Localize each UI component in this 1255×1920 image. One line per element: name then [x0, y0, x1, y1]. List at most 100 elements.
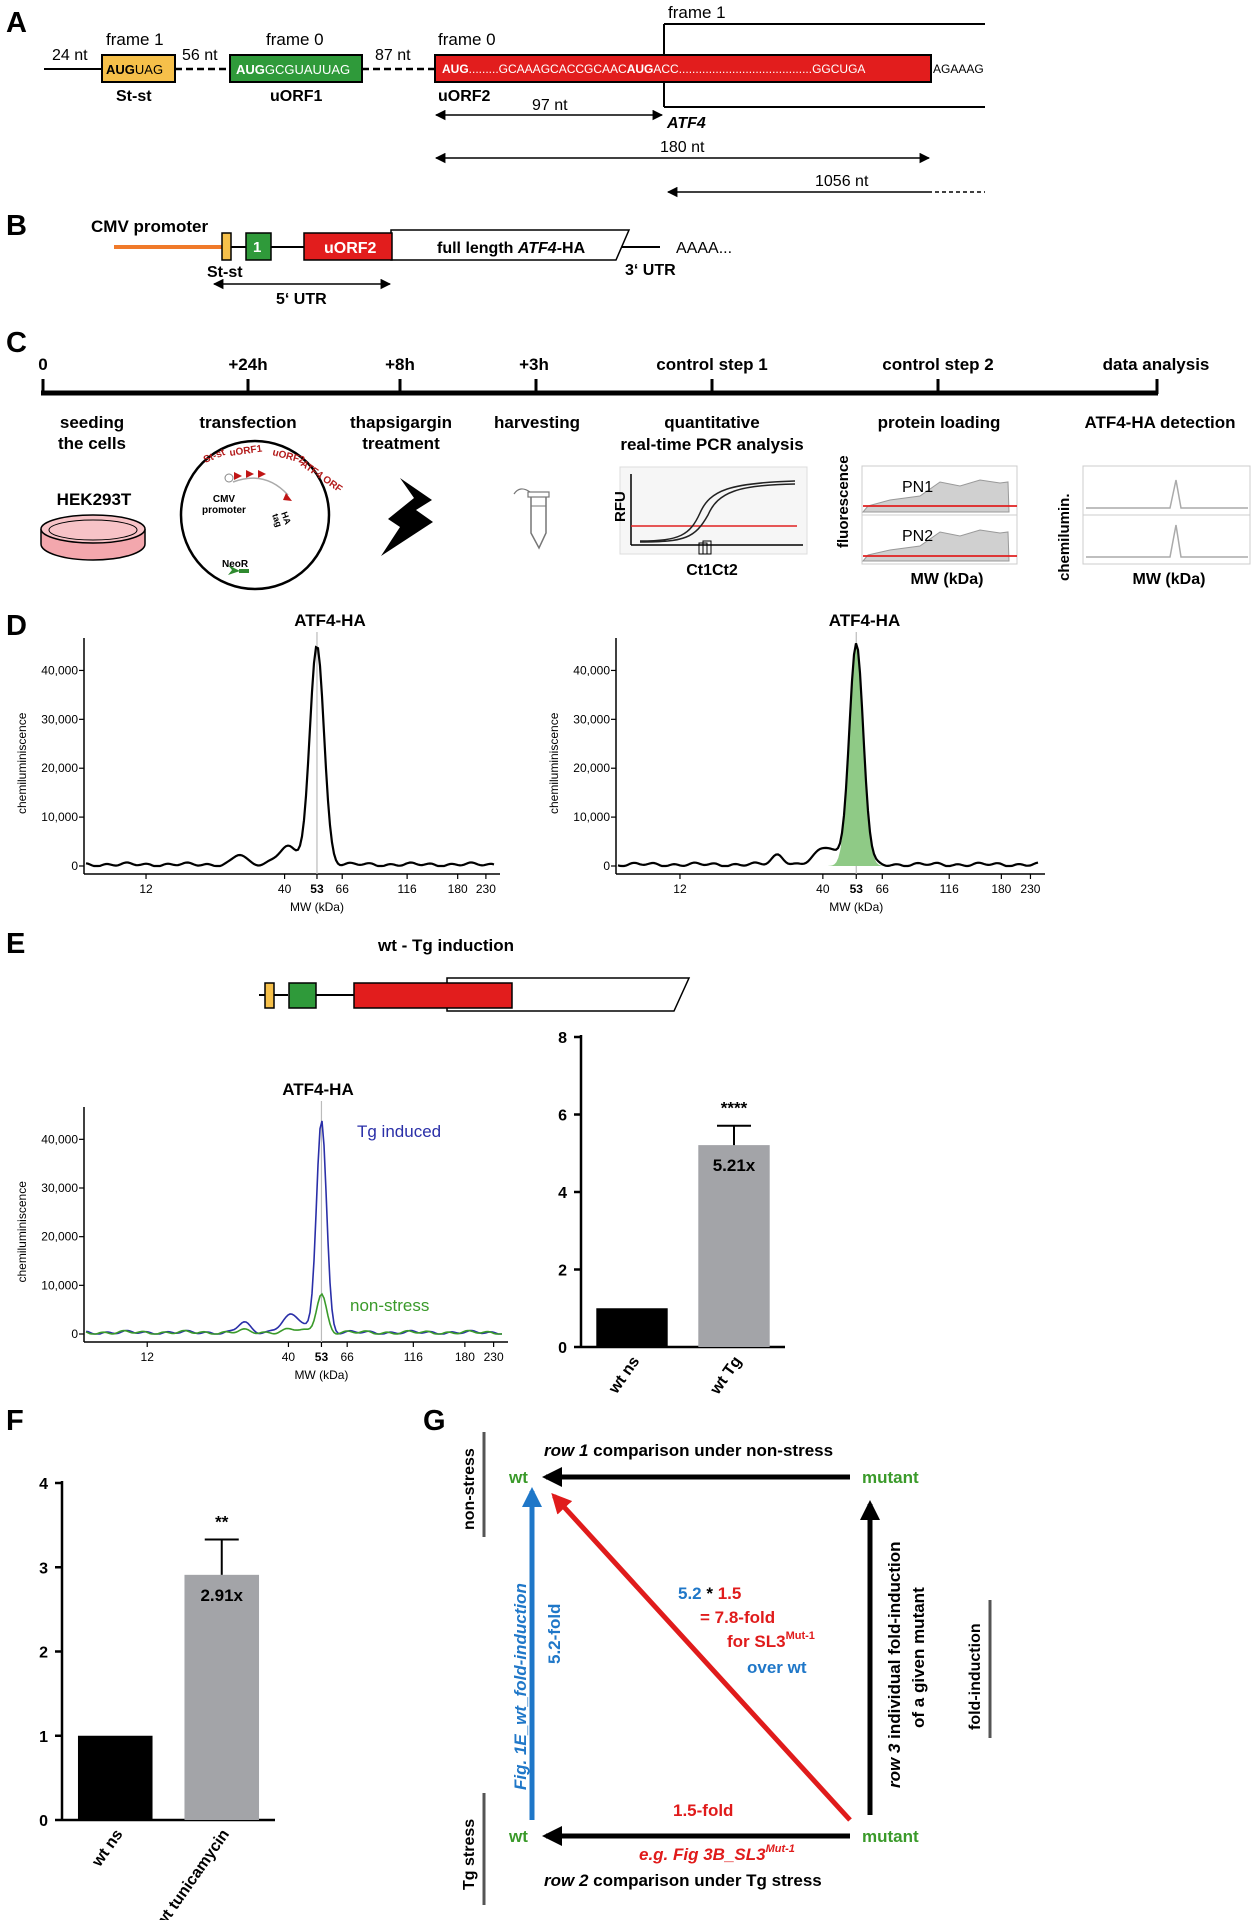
len-97: 97 nt: [532, 97, 568, 114]
x-axis-label: MW (kDa): [290, 900, 344, 914]
bar: [698, 1145, 770, 1347]
plasmid-promoter: promoter: [202, 505, 246, 516]
mutant-bottom: mutant: [862, 1827, 919, 1846]
b-uorf2-label: uORF2: [324, 240, 377, 257]
category-label: wt tunicamycin: [152, 1827, 233, 1920]
step-seeding-1: seeding: [60, 413, 124, 432]
panel-f-label: F: [6, 1405, 24, 1437]
y-axis-label: chemiluminiscence: [547, 712, 561, 814]
b-uorf2-box: [303, 232, 393, 261]
bar-y-tick-label: 8: [558, 1030, 567, 1047]
x-tick-label: 12: [673, 882, 687, 896]
x-tick-label: 116: [940, 882, 959, 896]
bar-chart-f: 0 1 2 3 4 wt ns ** 2.91x wt tunicamycin: [39, 1476, 275, 1920]
panel-a-label: A: [6, 7, 27, 39]
time-8h: +8h: [385, 355, 415, 374]
panel-c-label: C: [6, 327, 27, 359]
x-tick-label: 66: [876, 882, 890, 896]
atf4-label: ATF4: [666, 115, 706, 132]
step-thapsigargin-2: treatment: [362, 434, 440, 453]
y-tick-label: 30,000: [41, 1181, 78, 1195]
gap-87nt: 87 nt: [375, 47, 411, 64]
uorf2-seq: AUG.........GCAAAGCACCGCAACAUGACC.......…: [442, 62, 865, 76]
x-tick-label: 180: [455, 1350, 475, 1364]
y-tick-label: 20,000: [41, 761, 78, 775]
category-label: wt ns: [605, 1353, 643, 1397]
b-polya: AAAA...: [676, 240, 732, 257]
row1-title: row 1 comparison under non-stress: [544, 1441, 833, 1460]
tube-icon: [513, 488, 550, 550]
e-uorf2-box: [353, 982, 513, 1009]
stst-box: [101, 54, 176, 83]
b-3utr-label: 3‘ UTR: [625, 262, 676, 279]
wt-top: wt: [508, 1468, 528, 1487]
y-tick-label: 0: [603, 859, 610, 873]
frame-uorf1: frame 0: [266, 30, 324, 49]
time-control2: control step 2: [882, 355, 993, 374]
row3-label-1: row 3 individual fold-induction: [885, 1542, 904, 1789]
x-tick-label: 230: [476, 882, 496, 896]
fluorescence-plots: fluorescence PN1 PN2 MW (kDa): [835, 455, 1018, 588]
x-axis-label: MW (kDa): [829, 900, 883, 914]
category-label: wt Tg: [707, 1354, 745, 1399]
x-tick-label: 12: [139, 882, 153, 896]
x-axis-label: MW (kDa): [294, 1368, 348, 1382]
x-tick-label: 116: [398, 882, 417, 896]
ct-label: Ct1Ct2: [686, 562, 738, 579]
qpcr-plot: RFU Ct1Ct2: [612, 466, 808, 579]
chart-title: ATF4-HA: [294, 611, 365, 630]
bar: [596, 1308, 668, 1347]
bar-y-tick-label: 3: [39, 1560, 48, 1577]
fold15-label: 1.5-fold: [673, 1801, 733, 1820]
bar-y-tick-label: 2: [39, 1645, 48, 1662]
panel-b: B CMV promoter 1 uORF2 full length ATF4-…: [6, 210, 732, 308]
plasmid-cmv: CMV: [213, 494, 236, 505]
wt-bottom: wt: [508, 1827, 528, 1846]
panel-f: F 0 1 2 3 4 wt ns ** 2.91x wt tunicamycin: [6, 1405, 275, 1920]
panel-a: A 24 nt 56 nt 87 nt frame 1 AUGUAG St-st…: [6, 3, 985, 198]
bar: [184, 1574, 260, 1820]
uorf1-label: uORF1: [270, 88, 323, 105]
fold-label: 5.21x: [713, 1156, 756, 1175]
x-tick-label: 53: [315, 1350, 329, 1364]
x-tick-label: 40: [278, 882, 292, 896]
legend-non-stress: non-stress: [350, 1296, 429, 1315]
petri-dish-icon: HEK293T: [40, 490, 146, 561]
panel-e: E wt - Tg induction 0 10,000 20,000 30,000 4…: [6, 928, 785, 1398]
y-tick-label: 0: [71, 1327, 78, 1341]
mutant-top: mutant: [862, 1468, 919, 1487]
category-label: wt ns: [89, 1826, 127, 1870]
fig1e-label: Fig. 1E_wt_fold-induction: [511, 1583, 530, 1790]
plasmid-uorf1: uORF1: [229, 443, 263, 459]
x-tick-label: 53: [850, 882, 864, 896]
x-tick-label: 40: [816, 882, 830, 896]
plasmid-ha: HA: [279, 510, 293, 526]
uorf2-label: uORF2: [438, 88, 491, 105]
y-tick-label: 10,000: [41, 1278, 78, 1292]
uorf2-box: [434, 54, 932, 83]
foldind-label: fold-induction: [967, 1623, 984, 1730]
b-stst-box: [221, 232, 232, 261]
panel-d-label: D: [6, 610, 27, 642]
bar: [77, 1735, 153, 1820]
step-seeding-2: the cells: [58, 434, 126, 453]
b-5utr-label: 5‘ UTR: [276, 291, 327, 308]
rfu-label: RFU: [612, 491, 629, 522]
uorf1-seq: AUGGCGUAUUAG: [236, 62, 350, 77]
pn2-label: PN2: [902, 528, 933, 545]
bar-y-tick-label: 6: [558, 1108, 567, 1125]
len-1056: 1056 nt: [815, 173, 869, 190]
series-line: [85, 1292, 503, 1335]
lightning-icon: [381, 478, 433, 556]
time-24h: +24h: [228, 355, 267, 374]
bar-y-tick-label: 0: [39, 1813, 48, 1830]
y-tick-label: 40,000: [573, 663, 610, 677]
e-uorf1-box: [288, 982, 317, 1009]
series-line: [85, 1120, 502, 1335]
b-full-length: full length ATF4-HA: [437, 240, 586, 257]
step-qpcr-2: real-time PCR analysis: [620, 435, 803, 454]
trace-chart-e: 0 10,000 20,000 30,000 40,000 12 40 53 66 116 180 2…: [15, 1080, 508, 1382]
chart-title: ATF4-HA: [829, 611, 900, 630]
bar-y-tick-label: 0: [558, 1340, 567, 1357]
equation-line1: 5.2 * 1.5: [678, 1584, 741, 1603]
